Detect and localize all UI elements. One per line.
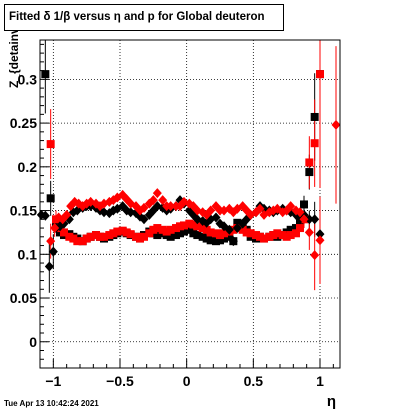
diamond-marker <box>40 210 50 221</box>
diamond-marker <box>139 202 149 213</box>
square-marker <box>305 158 314 167</box>
diamond-marker <box>44 261 54 272</box>
x-tick-label: −1 <box>45 373 61 389</box>
diamond-marker <box>48 246 58 257</box>
diamond-marker <box>310 250 320 261</box>
y-tick-label: 0.05 <box>10 290 37 306</box>
square-marker <box>233 218 242 227</box>
diamond-marker <box>99 207 109 218</box>
chart-title: Fitted δ 1/β versus η and p for Global d… <box>4 4 284 31</box>
diamond-marker <box>139 214 149 225</box>
square-marker <box>220 229 228 238</box>
y-tick-label: 0.2 <box>18 159 38 175</box>
diamond-marker <box>310 214 320 225</box>
x-tick-label: 0.5 <box>244 373 264 389</box>
square-marker <box>60 228 68 237</box>
x-axis-label: η <box>327 393 336 410</box>
square-marker <box>180 221 188 230</box>
diamond-marker <box>255 203 265 214</box>
diamond-marker <box>46 236 56 247</box>
square-marker <box>286 231 295 240</box>
square-marker <box>100 232 108 241</box>
square-marker <box>166 225 175 234</box>
diamond-marker <box>295 207 305 218</box>
diamond-marker <box>152 188 162 199</box>
y-tick-label: 0 <box>29 334 37 350</box>
x-tick-label: 0 <box>183 373 191 389</box>
square-marker <box>300 200 308 209</box>
error-bars <box>44 40 337 293</box>
square-marker <box>126 230 135 239</box>
square-marker <box>41 70 50 79</box>
square-marker <box>193 222 202 231</box>
diamond-marker <box>166 201 176 212</box>
diamond-marker <box>158 195 168 206</box>
square-marker <box>86 232 95 241</box>
diamond-marker <box>62 209 72 220</box>
square-marker <box>73 237 82 246</box>
y-axis-label: Z_{detainv} <box>7 22 21 88</box>
diamond-marker <box>206 205 216 216</box>
diamond-marker <box>224 224 234 235</box>
square-marker <box>153 231 162 240</box>
diamond-marker <box>299 214 309 225</box>
square-marker <box>316 70 324 79</box>
diamond-marker <box>315 229 325 240</box>
square-marker <box>206 236 215 245</box>
diamond-marker <box>148 195 158 206</box>
diamond-marker <box>126 207 136 218</box>
timestamp: Tue Apr 13 10:42:24 2021 <box>4 399 99 408</box>
diamond-marker <box>315 235 325 246</box>
y-tick-label: 0.3 <box>18 71 38 87</box>
square-marker <box>273 229 282 238</box>
x-tick-label: 1 <box>316 373 324 389</box>
x-tick-label: −0.5 <box>106 373 134 389</box>
square-marker <box>122 228 131 237</box>
square-marker <box>292 229 300 238</box>
square-marker <box>113 227 122 236</box>
y-tick-label: 0.25 <box>10 115 37 131</box>
diamond-marker <box>228 236 238 247</box>
square-marker <box>305 168 314 177</box>
square-marker <box>46 194 55 203</box>
data-markers <box>36 70 341 272</box>
y-tick-label: 0.1 <box>18 246 38 262</box>
tick-labels: −1 −0.5 0 0.5 1 0 0.05 0.1 0.15 0.2 0.25 0.3 <box>10 71 324 389</box>
square-marker <box>193 231 202 240</box>
square-marker <box>286 225 295 234</box>
diamond-marker <box>211 212 221 223</box>
diamond-marker <box>122 205 132 216</box>
diamond-marker <box>50 223 60 234</box>
square-marker <box>46 140 55 149</box>
plot-frame <box>39 39 341 369</box>
axis-ticks <box>39 43 334 369</box>
diamond-marker <box>304 227 314 238</box>
square-marker <box>225 232 234 241</box>
square-marker <box>310 139 319 148</box>
square-marker <box>180 227 188 236</box>
square-marker <box>166 232 175 241</box>
diamond-marker <box>232 223 242 234</box>
diamond-marker <box>304 214 314 225</box>
y-tick-label: 0.15 <box>10 203 37 219</box>
diamond-marker <box>286 201 296 212</box>
square-marker <box>310 112 319 121</box>
diamond-marker <box>331 119 341 130</box>
square-marker <box>246 229 255 238</box>
square-marker <box>153 224 162 233</box>
diamond-marker <box>122 194 132 205</box>
square-marker <box>260 234 268 243</box>
square-marker <box>296 224 304 233</box>
square-marker <box>140 232 148 241</box>
square-marker <box>206 228 215 237</box>
